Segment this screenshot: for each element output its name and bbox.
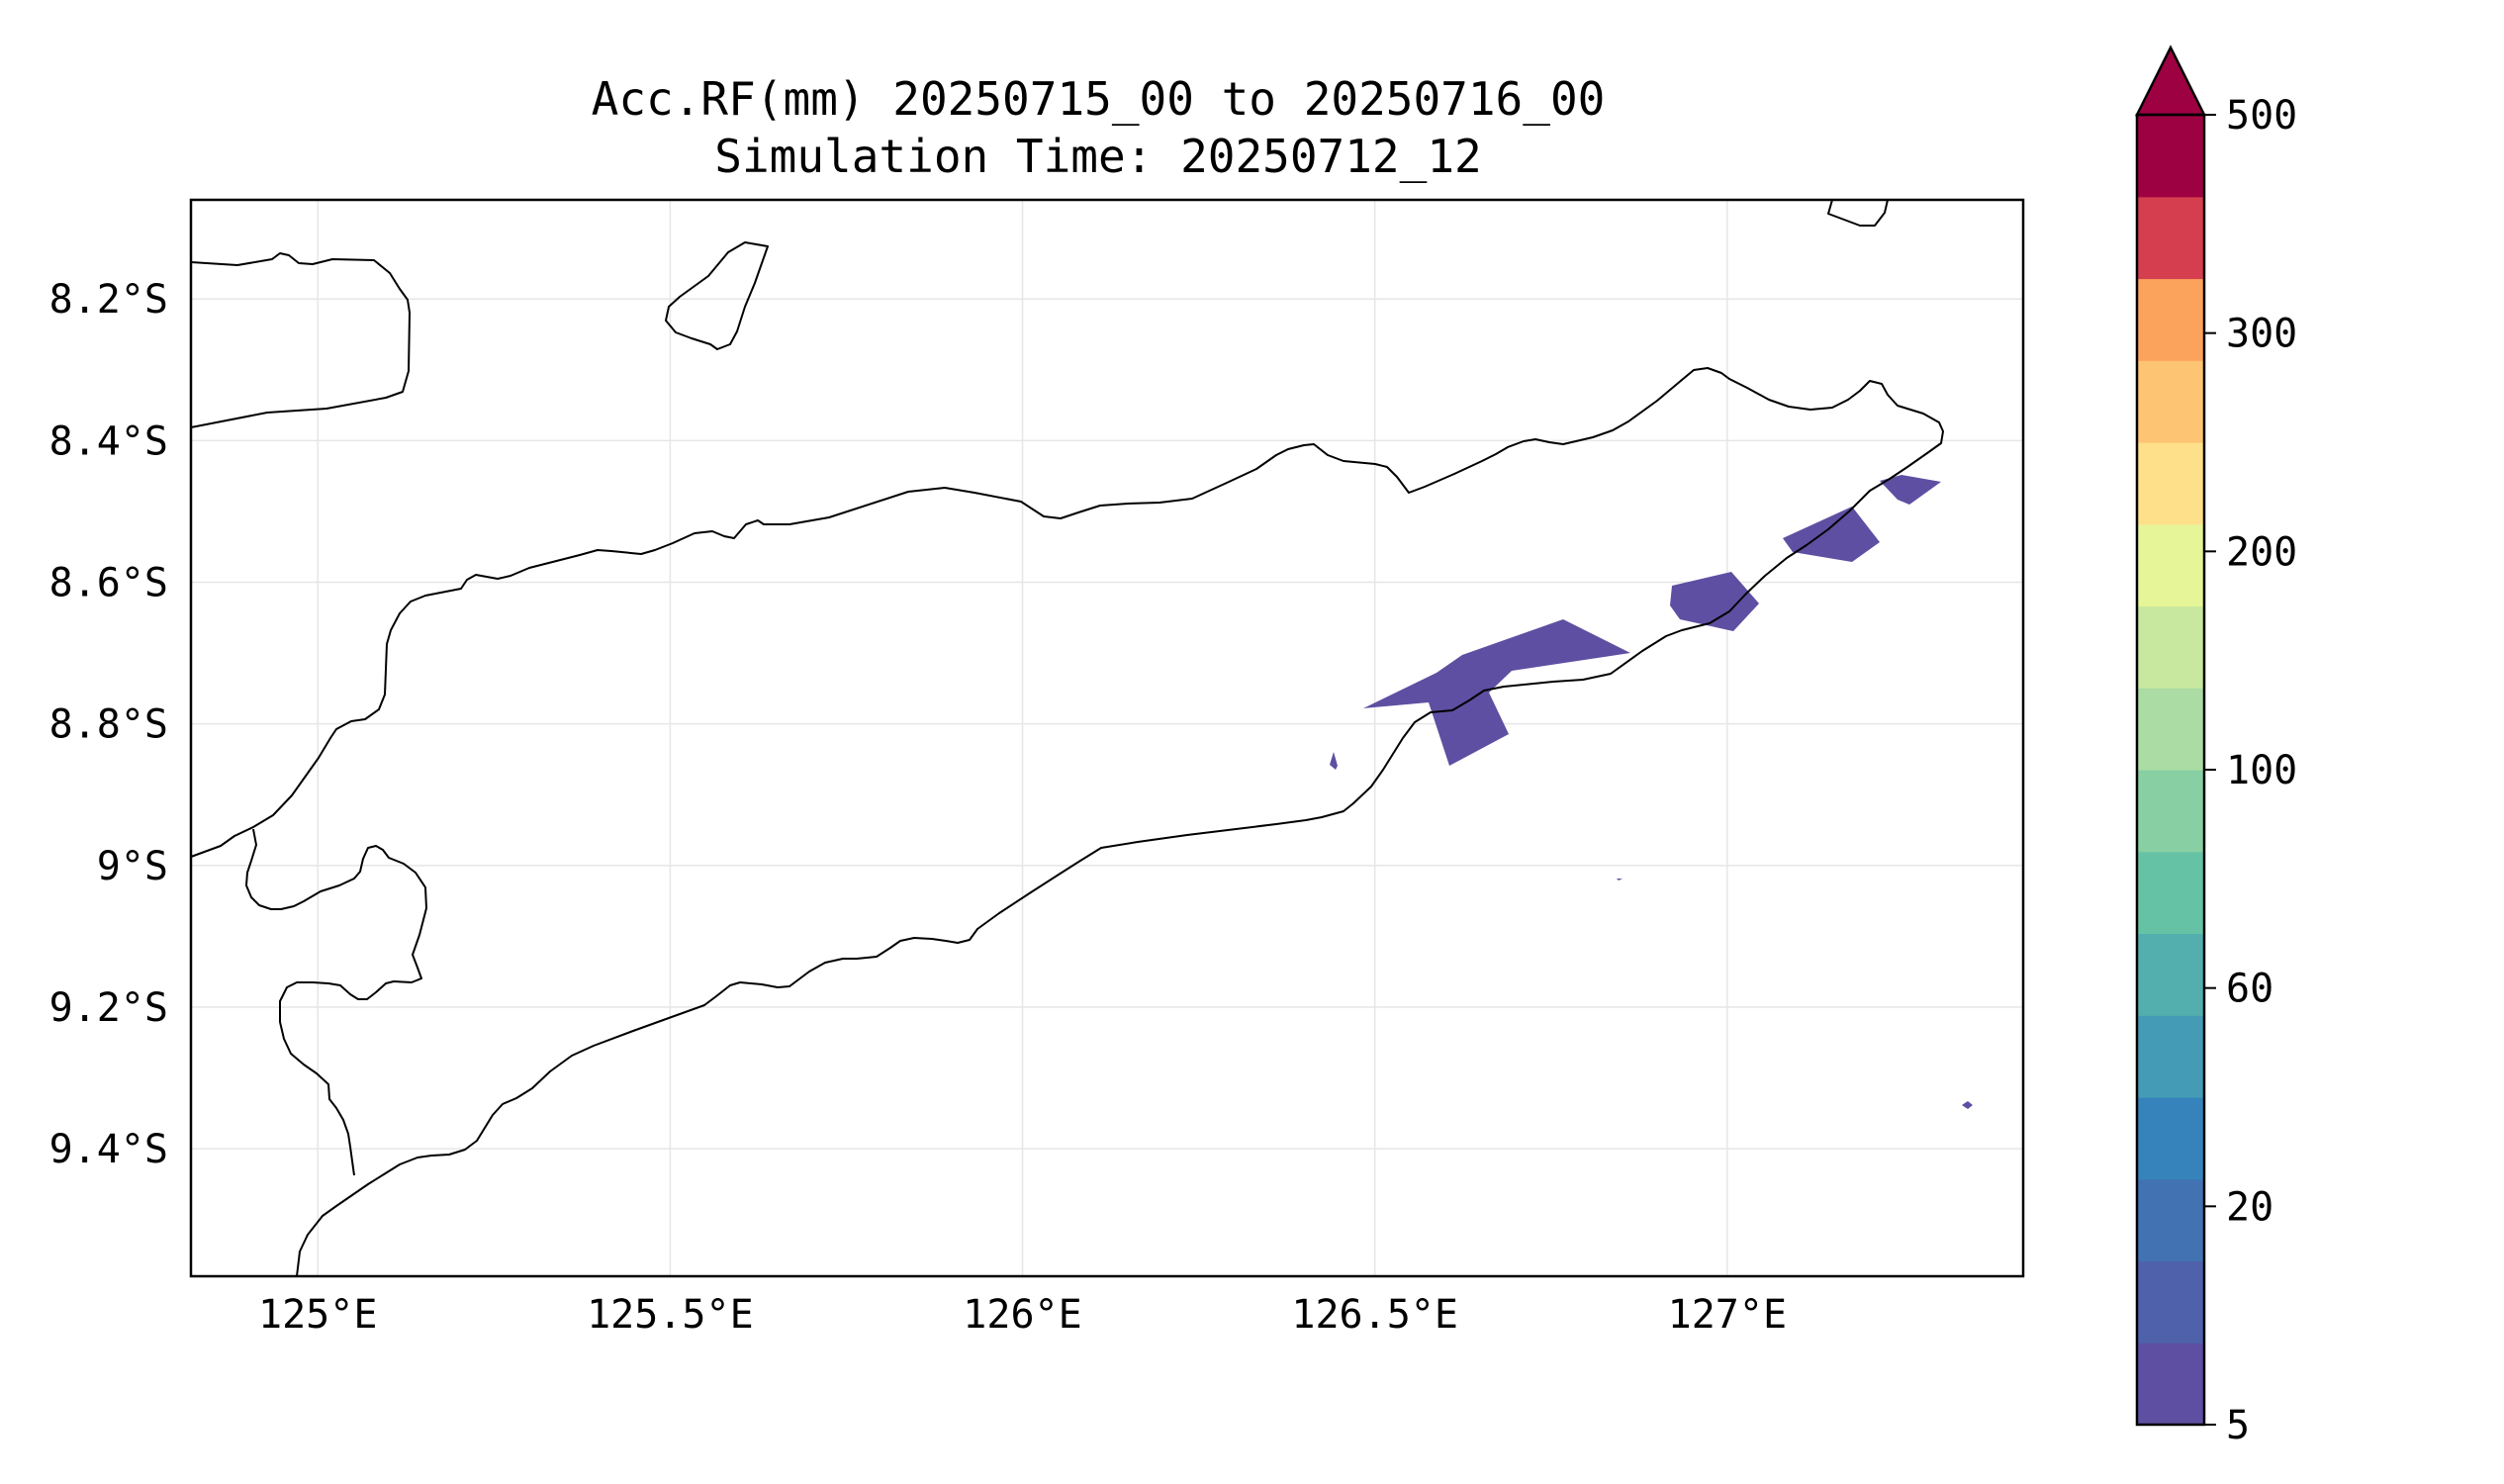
x-tick-label: 126.5°E [1291,1292,1458,1338]
colorbar-segment [2137,688,2204,771]
map-title: Acc.RF(mm) 20250715_00 to 20250716_00 [591,72,1606,126]
colorbar-extend-arrow [2134,45,2207,117]
colorbar-segment [2137,523,2204,607]
y-tick-label: 8.2°S [49,277,168,323]
map-area [191,200,1973,1276]
colorbar-tick-label: 100 [2226,748,2297,793]
coastline-oecusse-boundary [245,828,427,1176]
colorbar-segment [2137,196,2204,280]
coastline-wetar-fragment [1827,200,1889,227]
map-subtitle: Simulation Time: 20250712_12 [714,130,1482,183]
colorbar-segment [2137,1015,2204,1098]
colorbar-tick-label: 200 [2226,529,2297,575]
rainfall-colorbar: 5 20 60 100 200 300 500 [2134,45,2297,1448]
rainfall-speck-inland [1330,752,1338,770]
y-tick-label: 9°S [97,844,168,889]
colorbar-tick-label: 300 [2226,312,2297,357]
coastline-atauro-island [665,241,769,350]
colorbar-segment [2137,360,2204,443]
coastline-alor-island [191,252,411,428]
x-tick-label: 126°E [963,1292,1081,1338]
coastline-timor-north [191,367,1944,1276]
x-tick-label: 125.5°E [587,1292,754,1338]
colorbar-tick-label: 5 [2226,1403,2250,1448]
y-tick-label: 9.2°S [49,985,168,1031]
x-tick-label: 127°E [1668,1292,1787,1338]
colorbar-tick-label: 60 [2226,967,2273,1012]
y-tick-label: 8.6°S [49,561,168,606]
rainfall-contours [1330,475,1973,1109]
colorbar-segment [2137,1343,2204,1426]
colorbar-segment [2137,605,2204,689]
colorbar-segment [2137,851,2204,935]
colorbar-segment [2137,278,2204,361]
rainfall-patch-east [1783,507,1880,562]
colorbar-segment [2137,442,2204,525]
coastlines [191,200,1944,1276]
map-frame [189,198,2025,1278]
y-tick-label: 8.4°S [49,418,168,464]
rainfall-patch-coastal [1670,572,1759,631]
colorbar-segment [2137,1097,2204,1180]
colorbar-segment [2137,115,2204,198]
x-tick-label: 125°E [258,1292,377,1338]
rainfall-speck-south [1617,879,1623,881]
colorbar-tick-label: 500 [2226,93,2297,139]
rainfall-patch-eastern-tip [1880,475,1941,505]
rainfall-patch-central [1363,619,1630,766]
colorbar-segment [2137,933,2204,1016]
colorbar-segment [2137,770,2204,853]
y-tick-label: 9.4°S [49,1127,168,1172]
longitude-axis: 125°E 125.5°E 126°E 126.5°E 127°E [258,1292,1787,1338]
y-tick-label: 8.8°S [49,702,168,748]
rainfall-speck-sea [1962,1101,1973,1109]
map-gridlines [191,200,2023,1276]
latitude-axis: 8.2°S 8.4°S 8.6°S 8.8°S 9°S 9.2°S 9.4°S [49,277,168,1172]
colorbar-tick-label: 20 [2226,1184,2273,1230]
colorbar-segment [2137,1178,2204,1262]
colorbar-segment [2137,1260,2204,1344]
